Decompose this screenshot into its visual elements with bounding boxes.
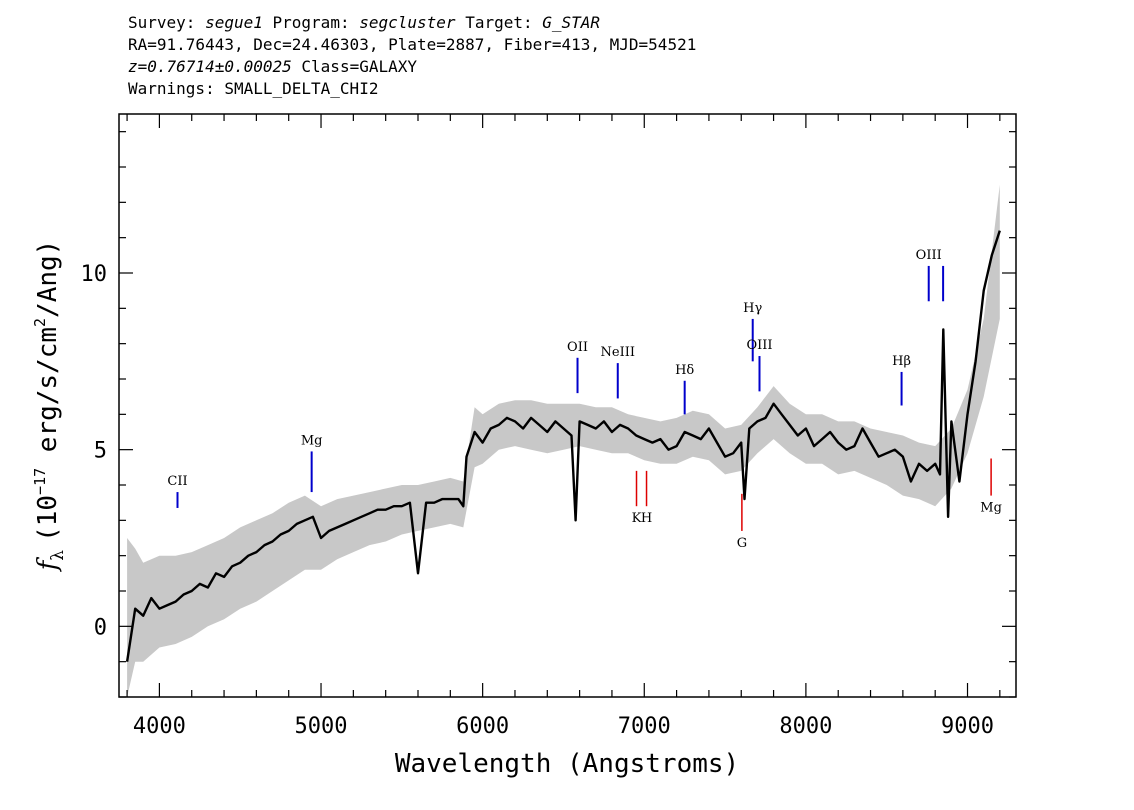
- y-label-mid: erg/s/cm: [33, 327, 63, 468]
- error-band-layer: [127, 184, 1000, 697]
- emission-line-label: Hβ: [892, 354, 911, 369]
- header-line-survey: Survey: segue1 Program: segcluster Targe…: [128, 12, 696, 34]
- x-tick-label: 9000: [941, 714, 994, 739]
- y-tick-label: 5: [94, 439, 107, 464]
- emission-line-label: CII: [167, 474, 187, 489]
- emission-line-label: OIII: [746, 338, 772, 353]
- flux-line: [125, 230, 1001, 662]
- x-tick-label: 5000: [295, 714, 348, 739]
- x-tick-label: 4000: [133, 714, 186, 739]
- target-value: G_STAR: [542, 13, 601, 32]
- redshift-value: z=0.76714±0.00025: [128, 57, 292, 76]
- emission-line-label: Hδ: [675, 363, 694, 378]
- program-label: Program:: [272, 13, 350, 32]
- y-label-square: 2: [31, 318, 49, 327]
- emission-line-label: OIII: [916, 248, 942, 263]
- y-label-open: (10: [33, 495, 63, 542]
- plot-frame: [118, 113, 1017, 698]
- survey-value: segue1: [205, 13, 263, 32]
- header-line-redshift: z=0.76714±0.00025 Class=GALAXY: [128, 56, 696, 78]
- program-value: segcluster: [359, 13, 456, 32]
- flux-layer: [125, 230, 1001, 662]
- absorption-line-label: G: [737, 536, 747, 551]
- absorption-line-label: Mg: [980, 501, 1002, 516]
- emission-line-label: OII: [567, 340, 588, 355]
- emission-line-label: Hγ: [743, 301, 762, 316]
- y-label-lambda: λ: [48, 550, 68, 561]
- absorption-line-label: K: [632, 511, 642, 526]
- spectral-lines-layer: CII Mg OII NeIII Hδ Hγ OIII Hβ OIII K H G Mg: [167, 248, 1002, 551]
- absorption-line-label: H: [641, 511, 652, 526]
- error-band: [127, 184, 1000, 697]
- y-tick-label: 10: [81, 262, 108, 287]
- header-line-coordinates: RA=91.76443, Dec=24.46303, Plate=2887, F…: [128, 35, 697, 54]
- axis-ticks: 4000 5000 6000 7000 8000 9000 0 5 10: [81, 114, 1016, 739]
- x-tick-label: 6000: [456, 714, 509, 739]
- spectrum-header: Survey: segue1 Program: segcluster Targe…: [128, 12, 696, 100]
- survey-label: Survey:: [128, 13, 196, 32]
- y-label-exponent: −17: [31, 468, 49, 495]
- y-label-close: /Ang): [33, 240, 63, 318]
- emission-line-label: Mg: [301, 433, 323, 448]
- x-tick-label: 7000: [618, 714, 671, 739]
- target-label: Target:: [465, 13, 533, 32]
- emission-line-label: NeIII: [601, 345, 635, 360]
- y-tick-label: 0: [94, 615, 107, 640]
- header-line-warnings: Warnings: SMALL_DELTA_CHI2: [128, 79, 379, 98]
- class-value: Class=GALAXY: [301, 57, 417, 76]
- x-tick-label: 8000: [779, 714, 832, 739]
- y-axis-label: fλ(10−17 erg/s/cm2/Ang): [31, 240, 68, 573]
- x-axis-label: Wavelength (Angstroms): [395, 749, 739, 779]
